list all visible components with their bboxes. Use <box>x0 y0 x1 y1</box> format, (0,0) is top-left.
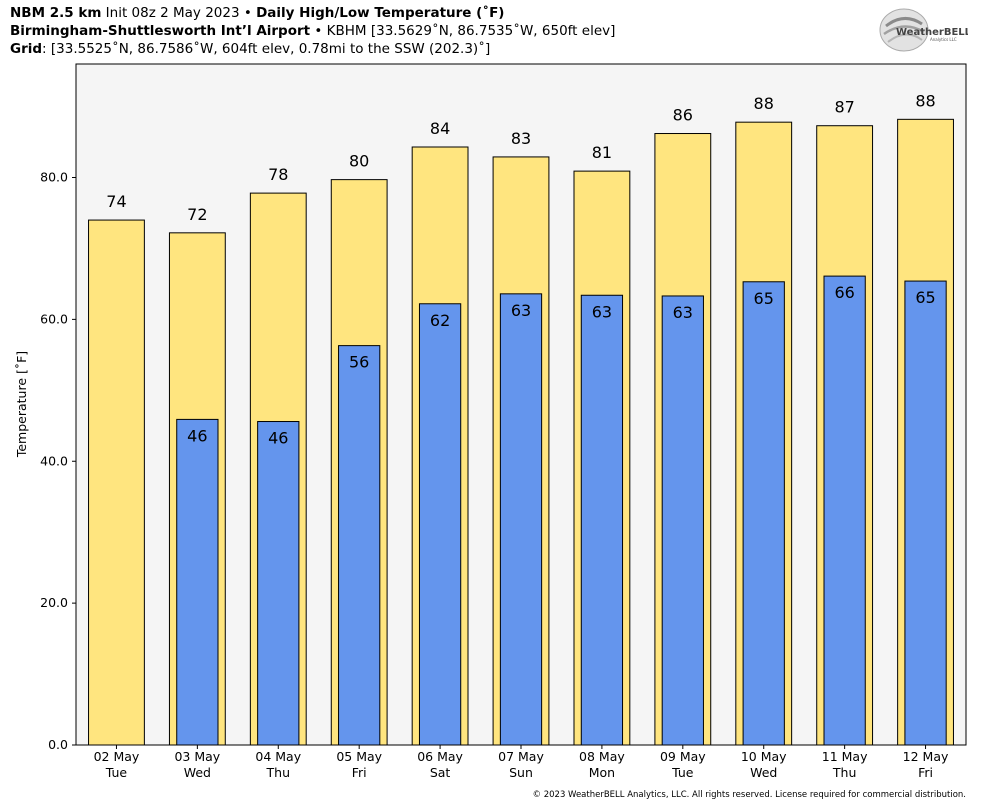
low-bar-label-7: 63 <box>673 303 693 322</box>
chart-title: Daily High/Low Temperature (˚F) <box>256 5 505 21</box>
x-tick-day-5: Sun <box>509 765 533 780</box>
low-bar-label-2: 46 <box>268 429 288 448</box>
x-tick-date-2: 04 May <box>255 749 301 764</box>
x-tick-date-10: 12 May <box>903 749 949 764</box>
x-tick-day-10: Fri <box>918 765 933 780</box>
low-bar-7 <box>661 295 704 746</box>
header-line-1: NBM 2.5 km Init 08z 2 May 2023 • Daily H… <box>10 4 615 22</box>
low-bar-label-3: 56 <box>349 353 369 372</box>
high-bar-8 <box>735 121 793 746</box>
y-tick-label-4: 80.0 <box>40 170 68 185</box>
high-bar-label-1: 72 <box>187 205 207 224</box>
high-bar-label-5: 83 <box>511 129 531 148</box>
high-bar-9 <box>816 125 874 746</box>
chart-header: NBM 2.5 km Init 08z 2 May 2023 • Daily H… <box>10 4 615 58</box>
low-bar-9 <box>823 275 866 746</box>
plot-frame <box>75 63 967 746</box>
x-tick-day-6: Mon <box>589 765 615 780</box>
low-bar-2 <box>257 421 300 746</box>
high-bar-3 <box>330 179 388 746</box>
x-tick-date-8: 10 May <box>741 749 787 764</box>
x-tick-day-9: Thu <box>832 765 856 780</box>
x-tick-date-6: 08 May <box>579 749 625 764</box>
header-line-3: Grid: [33.5525˚N, 86.7586˚W, 604ft elev,… <box>10 40 615 58</box>
high-bar-1 <box>168 232 226 746</box>
grid-label: Grid <box>10 41 43 57</box>
x-tick-date-7: 09 May <box>660 749 706 764</box>
station-name: Birmingham-Shuttlesworth Int’l Airport <box>10 23 311 39</box>
logo-text: WeatherBELL <box>896 27 968 38</box>
high-bar-label-8: 88 <box>754 94 774 113</box>
x-tick-date-4: 06 May <box>417 749 463 764</box>
low-bar-label-4: 62 <box>430 311 450 330</box>
y-tick-label-0: 0.0 <box>48 737 68 752</box>
y-tick-label-3: 60.0 <box>40 311 68 326</box>
y-axis: 0.0 20.0 40.0 60.0 80.0 <box>40 170 76 752</box>
weatherbell-logo: WeatherBELL Analytics LLC <box>879 8 968 52</box>
high-bar-6 <box>573 170 631 746</box>
x-tick-day-7: Tue <box>671 765 694 780</box>
high-bar-0 <box>88 219 145 746</box>
bar-value-labels: 74 72 46 78 46 80 56 84 62 83 63 81 63 86 63 88 65 87 66 88… <box>106 91 935 447</box>
x-tick-date-0: 02 May <box>94 749 140 764</box>
station-info: • KBHM [33.5629˚N, 86.7535˚W, 650ft elev… <box>310 23 616 39</box>
high-bar-10 <box>897 118 954 746</box>
low-bar-3 <box>338 345 381 746</box>
high-bar-label-6: 81 <box>592 143 612 162</box>
high-bar-label-3: 80 <box>349 152 369 171</box>
y-axis-label: Temperature [˚F] <box>14 351 29 458</box>
x-tick-day-8: Wed <box>750 765 777 780</box>
low-bar-4 <box>418 303 462 746</box>
high-bar-label-9: 87 <box>834 98 854 117</box>
x-tick-date-3: 05 May <box>336 749 382 764</box>
low-bar-1 <box>176 418 219 746</box>
x-tick-day-4: Sat <box>430 765 451 780</box>
low-bar-10 <box>904 280 947 746</box>
x-tick-day-3: Fri <box>352 765 367 780</box>
y-tick-label-2: 40.0 <box>40 453 68 468</box>
high-bar-label-10: 88 <box>915 91 935 110</box>
low-bar-label-1: 46 <box>187 426 207 445</box>
low-bar-8 <box>742 281 785 746</box>
high-bar-5 <box>492 156 550 746</box>
high-bar-label-7: 86 <box>673 106 693 125</box>
high-bar-2 <box>249 192 307 746</box>
x-tick-day-0: Tue <box>105 765 128 780</box>
low-bar-label-6: 63 <box>592 302 612 321</box>
x-tick-day-1: Wed <box>184 765 211 780</box>
header-line-2: Birmingham-Shuttlesworth Int’l Airport •… <box>10 22 615 40</box>
high-bar-label-4: 84 <box>430 119 450 138</box>
low-temperature-bars <box>176 275 947 746</box>
plot-area <box>76 64 966 745</box>
x-tick-date-1: 03 May <box>174 749 220 764</box>
x-tick-date-5: 07 May <box>498 749 544 764</box>
high-bar-label-2: 78 <box>268 165 288 184</box>
y-tick-label-1: 20.0 <box>40 595 68 610</box>
x-tick-date-9: 11 May <box>822 749 868 764</box>
x-tick-day-2: Thu <box>266 765 290 780</box>
low-bar-label-5: 63 <box>511 301 531 320</box>
grid-info: : [33.5525˚N, 86.7586˚W, 604ft elev, 0.7… <box>42 41 491 57</box>
model-name: NBM 2.5 km <box>10 5 102 21</box>
low-bar-label-8: 65 <box>754 289 774 308</box>
high-bar-7 <box>654 133 712 746</box>
low-bar-label-9: 66 <box>834 283 854 302</box>
low-bar-6 <box>580 294 624 746</box>
logo-subtext: Analytics LLC <box>930 37 957 42</box>
high-bar-label-0: 74 <box>106 192 126 211</box>
init-time: Init 08z 2 May 2023 • <box>101 5 257 21</box>
low-bar-5 <box>499 293 543 746</box>
high-temperature-bars <box>88 118 954 746</box>
high-bar-4 <box>411 146 469 746</box>
low-bar-label-10: 65 <box>915 288 935 307</box>
copyright-notice: © 2023 WeatherBELL Analytics, LLC. All r… <box>532 790 966 800</box>
